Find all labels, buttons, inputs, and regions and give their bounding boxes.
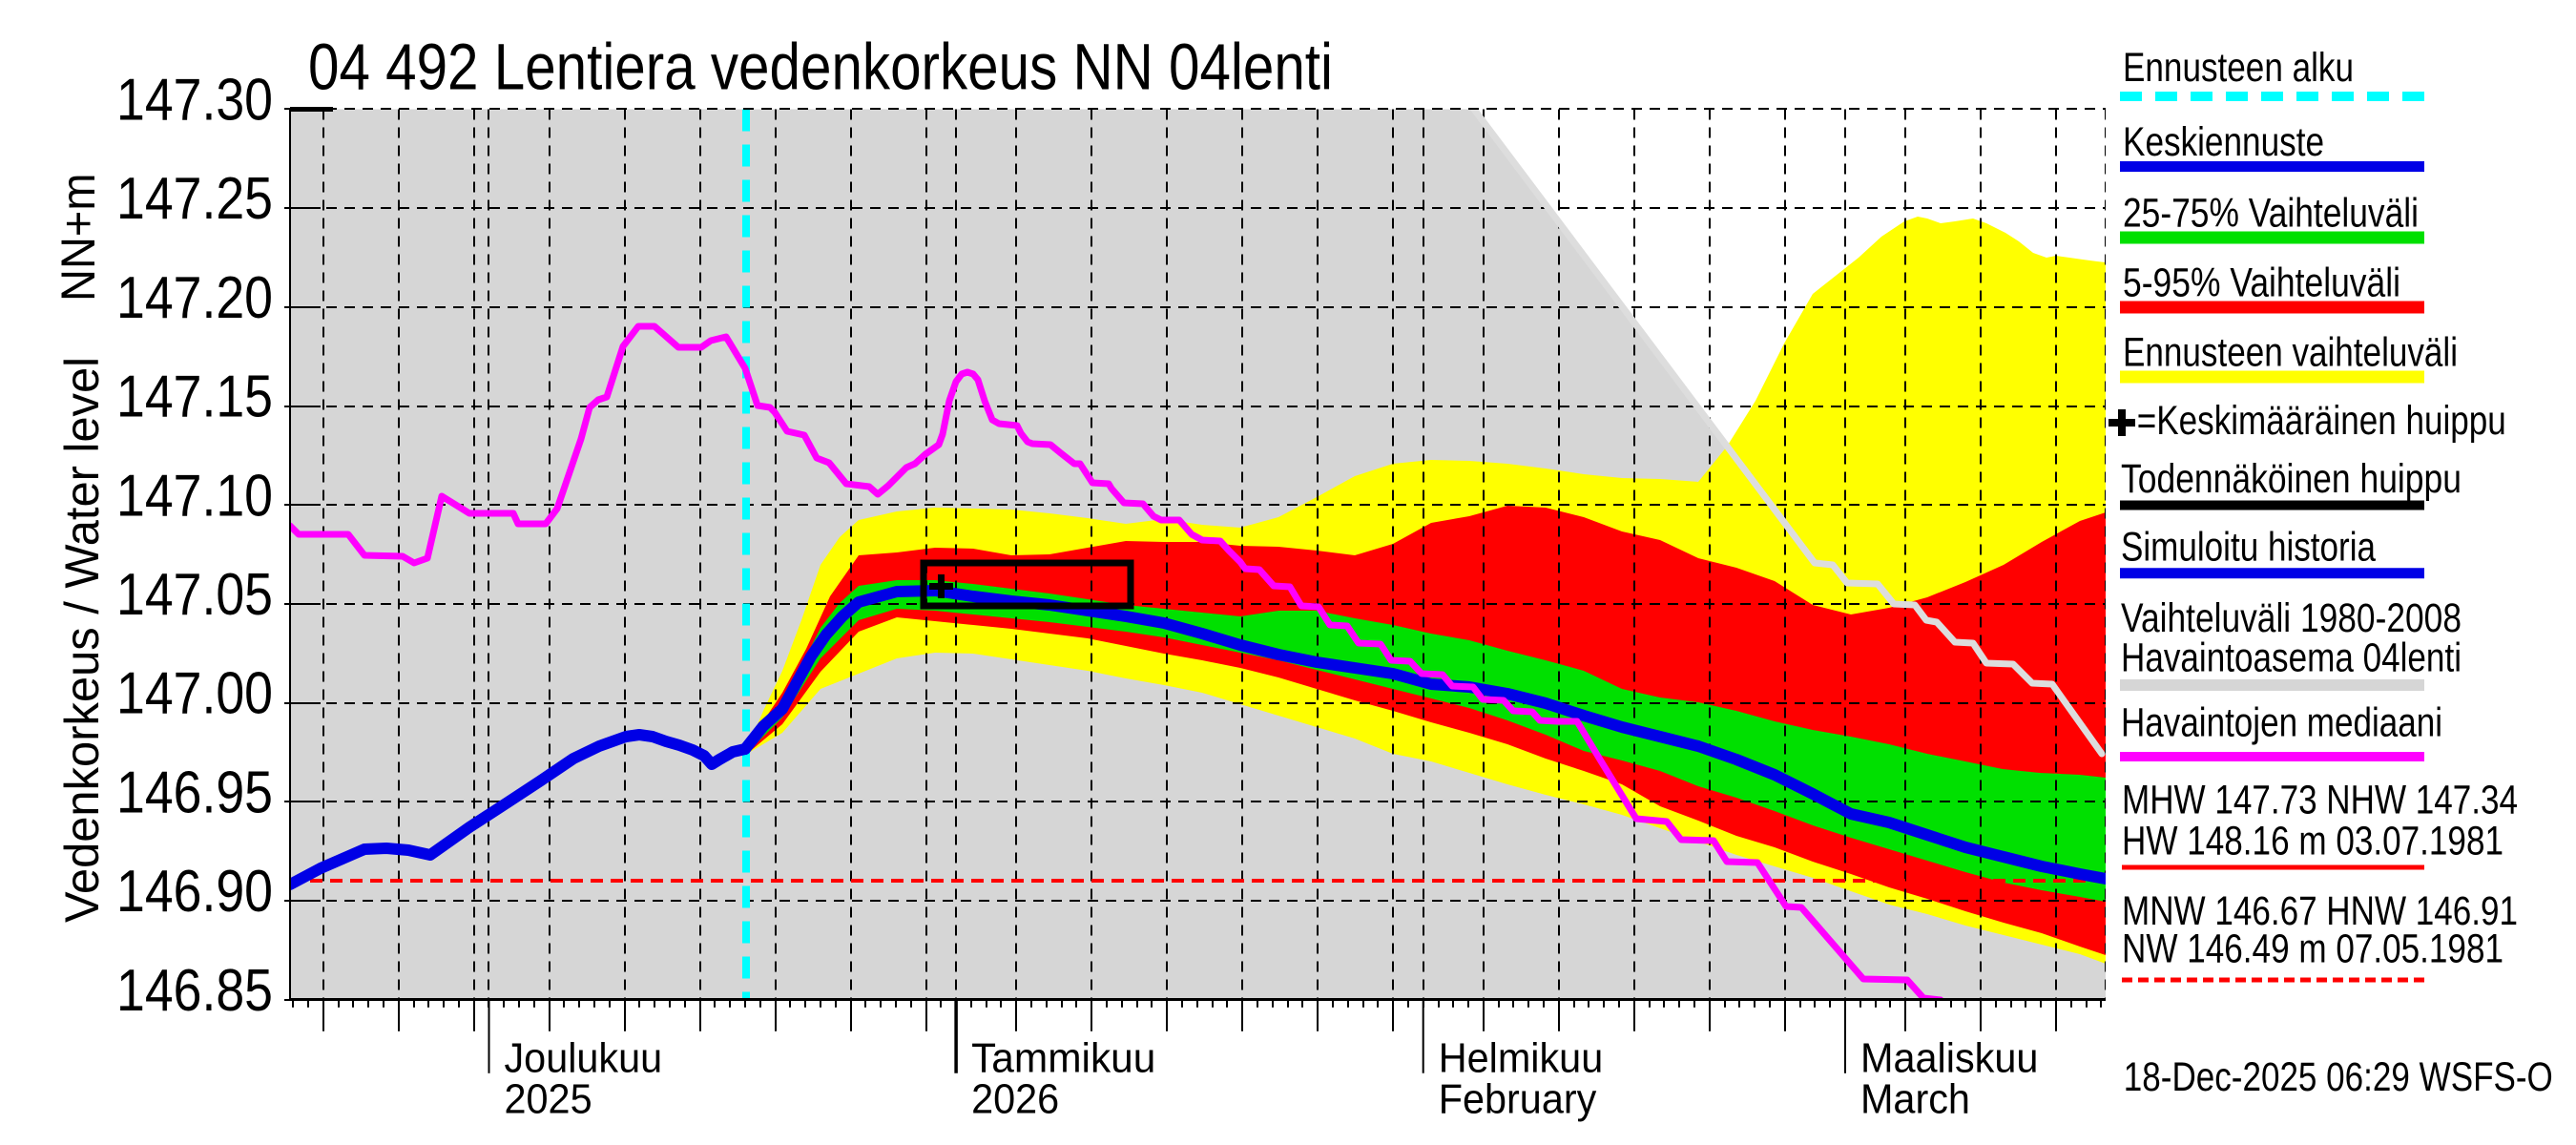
svg-text:25-75% Vaihteluväli: 25-75% Vaihteluväli xyxy=(2123,191,2419,237)
svg-text:04 492 Lentiera vedenkorkeus N: 04 492 Lentiera vedenkorkeus NN 04lenti xyxy=(308,31,1333,104)
svg-text:Vedenkorkeus / Water level: Vedenkorkeus / Water level xyxy=(55,357,109,923)
svg-text:Tammikuu: Tammikuu xyxy=(971,1035,1155,1082)
svg-text:Keskiennuste: Keskiennuste xyxy=(2123,119,2324,165)
svg-text:146.95: 146.95 xyxy=(116,760,273,825)
svg-text:February: February xyxy=(1439,1076,1597,1123)
svg-text:Joulukuu: Joulukuu xyxy=(505,1035,663,1082)
svg-text:2026: 2026 xyxy=(971,1076,1059,1123)
svg-text:Todennäköinen huippu: Todennäköinen huippu xyxy=(2121,456,2462,502)
svg-text:NN+m: NN+m xyxy=(52,174,105,302)
svg-text:MNW 146.67 HNW 146.91: MNW 146.67 HNW 146.91 xyxy=(2122,888,2518,934)
svg-text:5-95% Vaihteluväli: 5-95% Vaihteluväli xyxy=(2123,260,2400,306)
svg-text:Ennusteen vaihteluväli: Ennusteen vaihteluväli xyxy=(2123,330,2458,376)
svg-text:147.00: 147.00 xyxy=(116,661,273,727)
svg-text:Maaliskuu: Maaliskuu xyxy=(1860,1035,2039,1082)
svg-text:147.05: 147.05 xyxy=(116,562,273,628)
svg-text:147.30: 147.30 xyxy=(116,68,273,134)
svg-text:Havaintoasema 04lenti: Havaintoasema 04lenti xyxy=(2121,635,2462,681)
svg-text:18-Dec-2025 06:29 WSFS-O: 18-Dec-2025 06:29 WSFS-O xyxy=(2124,1054,2553,1100)
svg-text:Helmikuu: Helmikuu xyxy=(1439,1035,1604,1082)
svg-text:Vaihteluväli 1980-2008: Vaihteluväli 1980-2008 xyxy=(2121,595,2462,641)
svg-text:147.10: 147.10 xyxy=(116,463,273,529)
svg-text:HW 148.16 m 03.07.1981: HW 148.16 m 03.07.1981 xyxy=(2122,819,2503,864)
svg-text:2025: 2025 xyxy=(505,1076,592,1123)
svg-text:146.85: 146.85 xyxy=(116,958,273,1024)
svg-text:Havaintojen mediaani: Havaintojen mediaani xyxy=(2121,700,2442,746)
svg-text:146.90: 146.90 xyxy=(116,859,273,925)
svg-text:147.15: 147.15 xyxy=(116,364,273,430)
svg-text:147.20: 147.20 xyxy=(116,265,273,331)
svg-text:147.25: 147.25 xyxy=(116,166,273,232)
svg-text:Simuloitu historia: Simuloitu historia xyxy=(2121,525,2376,571)
svg-text:MHW 147.73 NHW 147.34: MHW 147.73 NHW 147.34 xyxy=(2122,778,2518,823)
svg-text:March: March xyxy=(1860,1076,1970,1123)
svg-text:=Keskimääräinen huippu: =Keskimääräinen huippu xyxy=(2137,398,2506,444)
svg-text:NW 146.49 m 07.05.1981: NW 146.49 m 07.05.1981 xyxy=(2122,926,2503,972)
svg-text:Ennusteen alku: Ennusteen alku xyxy=(2123,45,2354,91)
